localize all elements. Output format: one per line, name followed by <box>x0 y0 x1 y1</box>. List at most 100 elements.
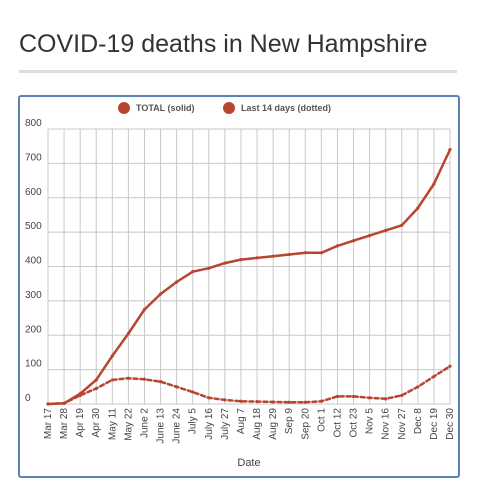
y-axis-ticks: 0 100 200 300 400 500 600 700 800 <box>25 118 42 404</box>
data-point-total <box>416 206 420 210</box>
data-point-last-14-days <box>319 399 323 403</box>
legend-marker <box>118 102 130 114</box>
data-point-last-14-days <box>142 377 147 381</box>
data-point-last-14-days <box>432 374 436 379</box>
data-point-total <box>368 233 372 238</box>
data-point-total <box>303 251 307 255</box>
data-point-last-14-days <box>400 393 404 398</box>
data-point-total <box>110 354 114 358</box>
x-tick-label: July 27 <box>220 408 231 440</box>
legend-label: TOTAL (solid) <box>136 103 195 113</box>
data-point-last-14-days <box>191 390 195 394</box>
x-tick-label: Aug 29 <box>268 408 279 440</box>
x-tick-label: Mar 28 <box>59 408 70 440</box>
data-point-total <box>239 258 243 262</box>
data-point-last-14-days <box>368 396 372 400</box>
data-point-total <box>384 228 388 233</box>
data-point-last-14-days <box>351 394 356 399</box>
data-point-total <box>126 331 130 336</box>
y-tick-label: 700 <box>25 152 42 163</box>
title-divider <box>19 70 457 73</box>
page-title: COVID-19 deaths in New Hampshire <box>19 30 428 58</box>
x-tick-label: Sep 9 <box>284 408 295 435</box>
y-tick-label: 600 <box>25 187 42 198</box>
x-axis-title: Date <box>237 457 260 469</box>
x-tick-label: Apr 30 <box>91 408 102 438</box>
data-point-last-14-days <box>46 402 50 406</box>
data-point-last-14-days <box>158 380 163 384</box>
y-tick-label: 100 <box>25 359 42 370</box>
x-tick-label: Sep 20 <box>300 408 311 440</box>
x-tick-label: May 11 <box>107 408 118 440</box>
y-tick-label: 0 <box>25 393 31 404</box>
x-axis-ticks: Mar 17 Mar 28 Apr 19 Apr 30 May 11 May 22 June… <box>43 408 456 444</box>
x-tick-label: Dec 19 <box>429 408 440 440</box>
data-point-total <box>448 148 452 152</box>
data-point-total <box>271 254 275 258</box>
data-point-total <box>223 261 227 265</box>
data-point-total <box>319 251 323 255</box>
series-lines <box>46 148 452 406</box>
data-point-last-14-days <box>126 376 130 380</box>
data-point-total <box>158 292 163 296</box>
data-point-last-14-days <box>78 393 82 398</box>
data-point-last-14-days <box>416 385 420 389</box>
x-tick-label: June 24 <box>172 408 183 444</box>
x-tick-label: Apr 19 <box>75 408 86 438</box>
y-tick-label: 400 <box>25 256 42 267</box>
data-point-last-14-days <box>271 400 275 404</box>
data-point-total <box>400 223 404 227</box>
data-point-total <box>94 378 98 382</box>
data-point-total <box>142 307 147 312</box>
legend-marker <box>223 102 235 114</box>
data-point-total <box>287 252 291 257</box>
data-point-total <box>175 280 179 284</box>
x-tick-label: Aug 18 <box>252 408 263 440</box>
x-tick-label: Nov 27 <box>397 408 408 440</box>
data-point-last-14-days <box>223 398 227 402</box>
y-tick-label: 500 <box>25 221 42 232</box>
data-point-last-14-days <box>303 400 307 404</box>
x-tick-label: Oct 12 <box>332 408 343 438</box>
y-tick-label: 800 <box>25 118 42 129</box>
x-tick-label: Oct 23 <box>349 408 360 438</box>
x-tick-label: Nov 16 <box>381 408 392 440</box>
data-point-last-14-days <box>287 400 291 404</box>
data-point-last-14-days <box>335 394 340 399</box>
x-tick-label: July 5 <box>188 408 199 435</box>
data-point-total <box>351 239 356 243</box>
y-tick-label: 300 <box>25 290 42 301</box>
data-point-total <box>432 182 436 186</box>
data-point-last-14-days <box>110 378 114 382</box>
x-tick-label: June 2 <box>139 408 150 438</box>
chart-canvas: 0 100 200 300 400 500 600 700 800 Mar 17 Mar 28 Ap… <box>25 102 456 469</box>
chart-frame: 0 100 200 300 400 500 600 700 800 Mar 17 Mar 28 Ap… <box>18 95 460 478</box>
data-point-last-14-days <box>94 386 98 391</box>
data-point-last-14-days <box>255 399 259 404</box>
data-point-total <box>335 244 340 248</box>
data-point-last-14-days <box>448 364 452 368</box>
data-point-last-14-days <box>384 397 388 401</box>
x-tick-label: Nov 5 <box>365 408 376 435</box>
series-line-last-14-days <box>46 364 452 406</box>
data-point-last-14-days <box>239 399 243 403</box>
legend: TOTAL (solid) Last 14 days (dotted) <box>118 102 331 114</box>
legend-label: Last 14 days (dotted) <box>241 103 331 113</box>
x-tick-label: May 22 <box>123 408 134 441</box>
x-tick-label: Mar 17 <box>43 408 54 440</box>
data-point-last-14-days <box>175 385 179 389</box>
x-tick-label: Dec 30 <box>445 408 456 440</box>
data-point-last-14-days <box>207 396 211 400</box>
data-point-last-14-days <box>62 401 66 405</box>
data-point-total <box>255 256 259 260</box>
x-tick-label: Oct 1 <box>316 408 327 432</box>
data-point-total <box>207 266 211 270</box>
data-point-total <box>191 270 195 274</box>
grid <box>47 128 451 405</box>
series-line-total <box>46 148 452 406</box>
x-tick-label: July 16 <box>204 408 215 440</box>
y-tick-label: 200 <box>25 324 42 335</box>
x-tick-label: Dec 8 <box>413 408 424 435</box>
x-tick-label: Aug 7 <box>236 408 247 435</box>
x-tick-label: June 13 <box>156 408 167 444</box>
